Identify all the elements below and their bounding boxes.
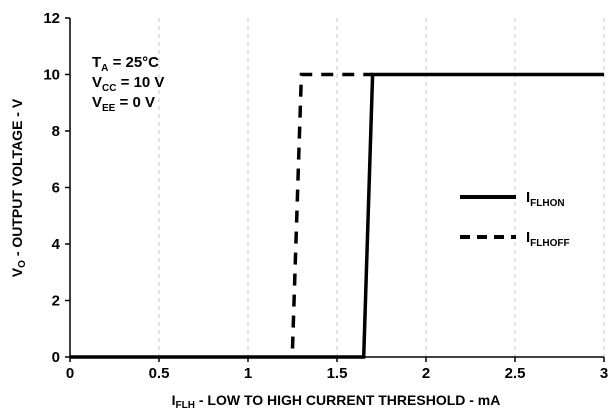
y-tick-label-5: 10 xyxy=(43,67,60,84)
y-tick-label-0: 0 xyxy=(52,349,60,366)
x-tick-label-0: 0 xyxy=(66,365,74,382)
series-line-iflhoff xyxy=(290,72,373,349)
series-line-iflhon xyxy=(70,72,604,359)
annotation-vcc: VCC = 10 V xyxy=(92,74,164,94)
legend-label-iflhoff: IFLHOFF xyxy=(526,229,570,249)
annotation-ta: TA = 25°C xyxy=(92,54,159,74)
y-axis-title: VO - OUTPUT VOLTAGE - V xyxy=(9,98,28,277)
y-tick-label-2: 4 xyxy=(52,236,61,253)
series xyxy=(70,72,604,359)
conditions-annotation: TA = 25°C VCC = 10 V VEE = 0 V xyxy=(92,54,164,114)
annotation-vee: VEE = 0 V xyxy=(92,94,155,114)
x-tick-label-2: 1 xyxy=(244,365,252,382)
y-tick-label-4: 8 xyxy=(52,123,60,140)
y-tick-label-6: 12 xyxy=(43,10,60,27)
legend: IFLHON IFLHOFF xyxy=(460,189,570,249)
grid xyxy=(158,18,605,357)
x-tick-label-1: 0.5 xyxy=(149,365,170,382)
y-tick-label-1: 2 xyxy=(52,293,60,310)
x-tick-label-5: 2.5 xyxy=(505,365,526,382)
y-tick-label-3: 6 xyxy=(52,180,60,197)
ticks: 0 2 4 6 8 10 12 0 0.5 1 1.5 2 2.5 3 xyxy=(43,10,608,382)
x-tick-label-3: 1.5 xyxy=(327,365,348,382)
x-tick-label-4: 2 xyxy=(422,365,430,382)
x-axis-title: IFLH - LOW TO HIGH CURRENT THRESHOLD - m… xyxy=(172,392,501,411)
legend-label-iflhon: IFLHON xyxy=(526,189,565,209)
x-tick-label-6: 3 xyxy=(600,365,608,382)
